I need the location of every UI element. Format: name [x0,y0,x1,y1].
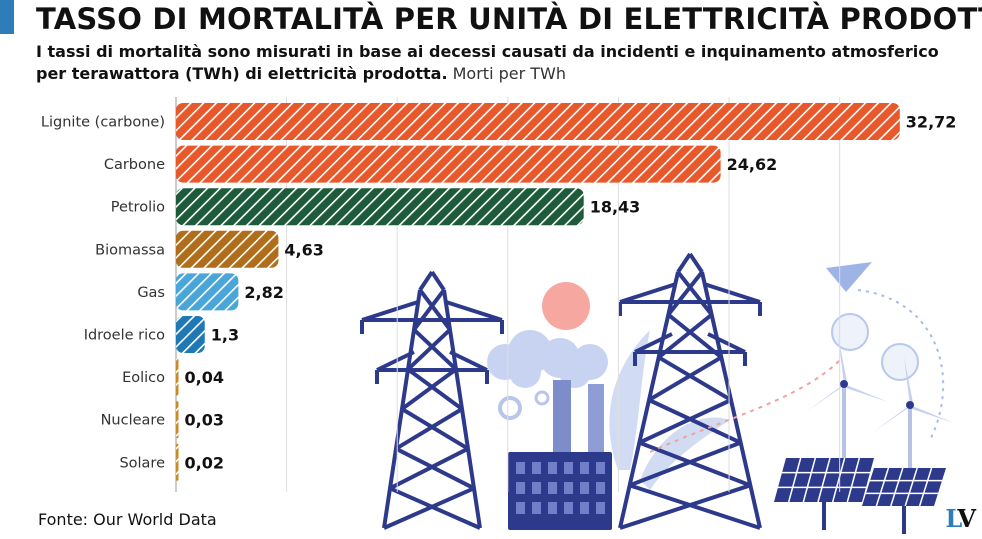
category-label: Lignite (carbone) [41,115,165,131]
category-label: Idroele rico [84,328,165,344]
value-label: 0,02 [185,453,224,472]
value-label: 2,82 [244,283,283,302]
category-label: Biomassa [95,242,165,258]
value-label: 18,43 [590,198,641,217]
value-label: 32,72 [906,113,957,132]
category-label: Nucleare [101,413,165,429]
pylon-icon [360,270,504,530]
gear-icon [498,390,550,420]
value-label: 0,04 [185,368,224,387]
bar [176,316,205,353]
bar [176,103,900,140]
sun-icon [542,282,590,330]
bar [176,401,179,439]
category-label: Gas [137,285,165,301]
source-note: Fonte: Our World Data [38,510,217,529]
value-label: 1,3 [211,326,239,345]
accent-bar [0,0,14,34]
solar-panel-icon [774,457,874,530]
category-label: Solare [119,455,165,471]
paper-plane-icon [826,262,872,292]
bar [176,273,239,311]
bar [176,188,584,226]
energy-bulb-icon [831,313,869,351]
bar [176,145,721,183]
cloud-icon [487,330,608,388]
category-label: Carbone [104,157,165,173]
wind-turbine-icon [872,357,954,505]
value-label: 4,63 [284,240,323,259]
category-label: Petrolio [111,200,165,216]
solar-panel-icon [862,467,946,534]
chart-title: TASSO DI MORTALITÀ PER UNITÀ DI ELETTRIC… [36,2,982,36]
subtitle-description: I tassi di mortalità sono misurati in ba… [36,42,939,83]
category-label: Eolico [122,370,165,386]
subtitle-unit: Morti per TWh [452,64,566,83]
brand-logo: LV [945,504,976,533]
factory-icon [508,380,612,530]
pylon-icon [618,252,762,530]
energy-bulb-icon [881,343,919,381]
value-label: 0,03 [185,411,224,430]
background-illustration [360,252,954,534]
chart-subtitle: I tassi di mortalità sono misurati in ba… [36,41,966,85]
value-label: 24,62 [727,155,778,174]
bar [176,230,279,268]
bar [176,443,179,481]
bar [176,358,179,396]
